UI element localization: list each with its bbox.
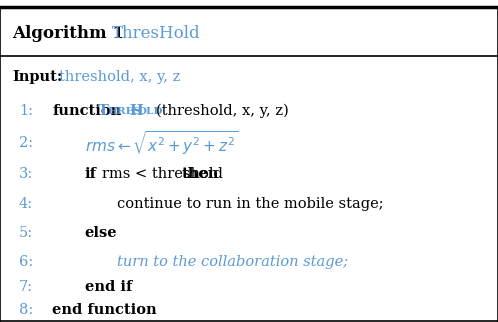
Text: 4:: 4: <box>19 197 33 212</box>
Text: OLD: OLD <box>138 107 163 116</box>
Text: Input:: Input: <box>12 70 63 84</box>
Text: (threshold, x, y, z): (threshold, x, y, z) <box>156 104 289 118</box>
Text: turn to the collaboration stage;: turn to the collaboration stage; <box>117 255 348 270</box>
Text: function: function <box>52 104 122 118</box>
Text: $\mathit{rms} \leftarrow \sqrt{x^2 + y^2 + z^2}$: $\mathit{rms} \leftarrow \sqrt{x^2 + y^2… <box>85 129 238 157</box>
Text: 5:: 5: <box>19 226 33 241</box>
Text: 6:: 6: <box>19 255 33 270</box>
Text: ThresHold: ThresHold <box>112 25 201 42</box>
Text: end if: end if <box>85 280 132 294</box>
Text: H: H <box>129 104 143 118</box>
Text: threshold, x, y, z: threshold, x, y, z <box>59 70 180 84</box>
Text: else: else <box>85 226 118 241</box>
Text: if: if <box>85 167 97 181</box>
Text: continue to run in the mobile stage;: continue to run in the mobile stage; <box>117 197 383 212</box>
Text: 8:: 8: <box>19 303 33 317</box>
Text: 2:: 2: <box>19 136 33 150</box>
Text: then: then <box>182 167 219 181</box>
Text: end function: end function <box>52 303 157 317</box>
Text: rms < threshold: rms < threshold <box>102 167 223 181</box>
Text: Algorithm 1: Algorithm 1 <box>12 25 124 42</box>
Text: 3:: 3: <box>19 167 33 181</box>
Text: T: T <box>98 104 109 118</box>
Text: HRES: HRES <box>107 107 141 116</box>
Text: 7:: 7: <box>19 280 33 294</box>
Text: 1:: 1: <box>19 104 33 118</box>
